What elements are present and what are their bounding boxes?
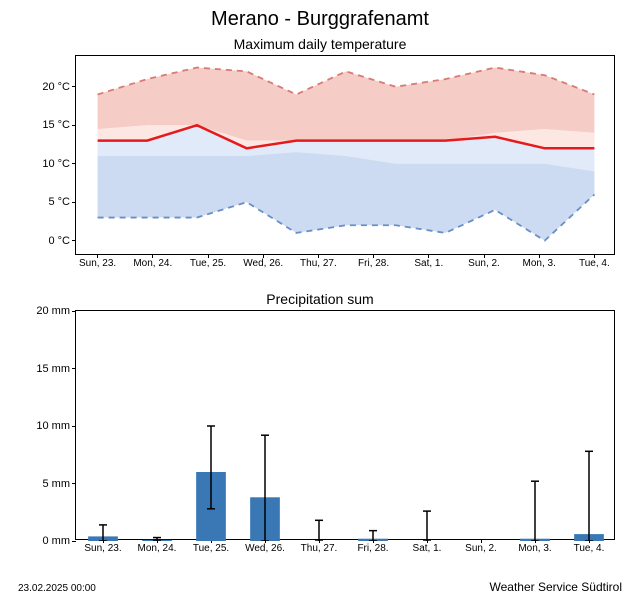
weather-forecast-panel: Merano - Burggrafenamt Maximum daily tem… — [0, 0, 640, 600]
precip-xtick-label: Fri, 28. — [357, 543, 388, 554]
temp-chart-title: Maximum daily temperature — [0, 36, 640, 52]
precip-xtick-label: Mon, 3. — [518, 543, 551, 554]
precip-xtick-label: Wed, 26. — [245, 543, 285, 554]
precip-ytick-label: 10 mm — [36, 420, 70, 432]
temp-ytick-label: 0 °C — [48, 235, 70, 247]
main-title: Merano - Burggrafenamt — [0, 8, 640, 31]
precip-xtick-label: Sun, 23. — [84, 543, 121, 554]
temp-xtick-label: Tue, 25. — [190, 258, 226, 269]
precip-xtick-label: Sun, 2. — [465, 543, 497, 554]
temp-ytick-label: 15 °C — [42, 119, 70, 131]
footer-timestamp: 23.02.2025 00:00 — [18, 583, 96, 594]
temp-xtick-label: Sun, 23. — [79, 258, 116, 269]
precip-ytick-label: 0 mm — [43, 535, 71, 547]
temp-xtick-label: Sat, 1. — [414, 258, 443, 269]
temp-xtick-label: Wed, 26. — [243, 258, 283, 269]
temp-ytick-label: 20 °C — [42, 81, 70, 93]
precip-ytick-label: 20 mm — [36, 305, 70, 317]
precip-ytick-label: 15 mm — [36, 363, 70, 375]
temp-xtick-label: Mon, 3. — [523, 258, 556, 269]
temp-xtick-label: Mon, 24. — [133, 258, 172, 269]
temp-xtick-label: Fri, 28. — [358, 258, 389, 269]
temp-xtick-label: Tue, 4. — [579, 258, 610, 269]
precipitation-chart: 0 mm5 mm10 mm15 mm20 mmSun, 23.Mon, 24.T… — [75, 310, 615, 540]
temp-ytick-label: 5 °C — [48, 196, 70, 208]
temp-xtick-label: Thu, 27. — [300, 258, 337, 269]
precip-xtick-label: Thu, 27. — [301, 543, 338, 554]
footer-source: Weather Service Südtirol — [489, 580, 622, 594]
temperature-chart: 0 °C5 °C10 °C15 °C20 °CSun, 23.Mon, 24.T… — [75, 55, 615, 255]
precip-xtick-label: Tue, 4. — [574, 543, 605, 554]
precip-xtick-label: Mon, 24. — [138, 543, 177, 554]
precip-ytick-label: 5 mm — [43, 478, 71, 490]
precip-chart-title: Precipitation sum — [0, 291, 640, 307]
precip-xtick-label: Tue, 25. — [193, 543, 229, 554]
precip-xtick-label: Sat, 1. — [413, 543, 442, 554]
temp-ytick-label: 10 °C — [42, 158, 70, 170]
temp-xtick-label: Sun, 2. — [468, 258, 500, 269]
